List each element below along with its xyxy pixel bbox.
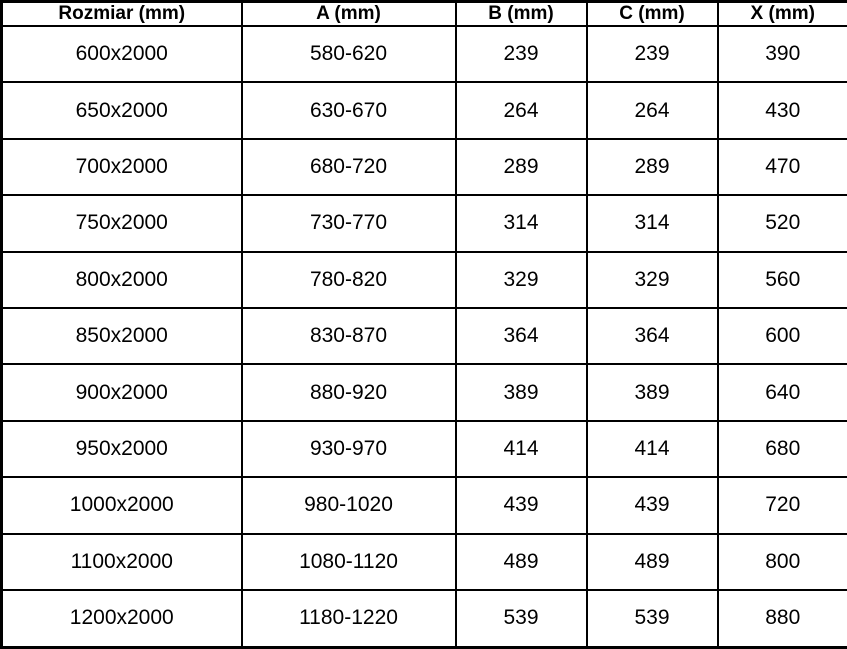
table-cell: 389 (454, 363, 588, 422)
table-cell: 414 (585, 419, 719, 479)
column-header-b: B (mm) (454, 0, 588, 27)
table-cell: 930-970 (240, 419, 457, 479)
table-cell: 830-870 (240, 306, 457, 366)
table-cell: 1180-1220 (240, 588, 457, 649)
table-cell: 700x2000 (0, 137, 243, 197)
table-cell: 680 (716, 419, 847, 479)
table-cell: 489 (585, 532, 719, 591)
table-cell: 950x2000 (0, 419, 243, 479)
table-cell: 539 (585, 588, 719, 649)
table-cell: 314 (585, 194, 719, 253)
column-header-x: X (mm) (716, 0, 847, 27)
column-header-rozmiar: Rozmiar (mm) (0, 0, 243, 27)
table-row: 1000x2000 980-1020 439 439 720 (0, 476, 847, 535)
table-cell: 289 (454, 137, 588, 197)
table-cell: 470 (716, 137, 847, 197)
table-cell: 650x2000 (0, 81, 243, 140)
table-cell: 750x2000 (0, 194, 243, 253)
table-cell: 314 (454, 194, 588, 253)
table-cell: 880 (716, 588, 847, 649)
table-cell: 1080-1120 (240, 532, 457, 591)
table-row: 1200x2000 1180-1220 539 539 880 (0, 588, 847, 649)
table-row: 850x2000 830-870 364 364 600 (0, 306, 847, 366)
table-cell: 800x2000 (0, 250, 243, 309)
header-row: Rozmiar (mm) A (mm) B (mm) C (mm) X (mm) (0, 0, 847, 27)
table-cell: 600 (716, 306, 847, 366)
table-row: 950x2000 930-970 414 414 680 (0, 419, 847, 479)
table-cell: 880-920 (240, 363, 457, 422)
table-cell: 780-820 (240, 250, 457, 309)
table-row: 800x2000 780-820 329 329 560 (0, 250, 847, 309)
table-cell: 364 (585, 306, 719, 366)
table-row: 650x2000 630-670 264 264 430 (0, 81, 847, 140)
table-cell: 800 (716, 532, 847, 591)
table-cell: 560 (716, 250, 847, 309)
table-cell: 640 (716, 363, 847, 422)
table-cell: 680-720 (240, 137, 457, 197)
table-cell: 1200x2000 (0, 588, 243, 649)
table-cell: 239 (454, 24, 588, 84)
table-cell: 520 (716, 194, 847, 253)
table-row: 750x2000 730-770 314 314 520 (0, 194, 847, 253)
table-cell: 720 (716, 476, 847, 535)
table-row: 900x2000 880-920 389 389 640 (0, 363, 847, 422)
table-cell: 264 (454, 81, 588, 140)
table-cell: 264 (585, 81, 719, 140)
table-cell: 329 (585, 250, 719, 309)
table-cell: 1100x2000 (0, 532, 243, 591)
table-row: 1100x2000 1080-1120 489 489 800 (0, 532, 847, 591)
table-cell: 900x2000 (0, 363, 243, 422)
table-cell: 414 (454, 419, 588, 479)
table-cell: 239 (585, 24, 719, 84)
table-cell: 580-620 (240, 24, 457, 84)
table-cell: 600x2000 (0, 24, 243, 84)
table-cell: 329 (454, 250, 588, 309)
table-row: 600x2000 580-620 239 239 390 (0, 24, 847, 84)
table-cell: 389 (585, 363, 719, 422)
table-cell: 1000x2000 (0, 476, 243, 535)
table-cell: 430 (716, 81, 847, 140)
table-cell: 364 (454, 306, 588, 366)
table-cell: 850x2000 (0, 306, 243, 366)
table-cell: 439 (585, 476, 719, 535)
table-row: 700x2000 680-720 289 289 470 (0, 137, 847, 197)
table-header: Rozmiar (mm) A (mm) B (mm) C (mm) X (mm) (0, 0, 847, 27)
table-cell: 439 (454, 476, 588, 535)
table-cell: 489 (454, 532, 588, 591)
column-header-c: C (mm) (585, 0, 719, 27)
table-cell: 390 (716, 24, 847, 84)
table-cell: 289 (585, 137, 719, 197)
column-header-a: A (mm) (240, 0, 457, 27)
table-body: 600x2000 580-620 239 239 390 650x2000 630-670 2… (0, 24, 847, 649)
table-cell: 730-770 (240, 194, 457, 253)
table-cell: 539 (454, 588, 588, 649)
table-cell: 630-670 (240, 81, 457, 140)
table-cell: 980-1020 (240, 476, 457, 535)
